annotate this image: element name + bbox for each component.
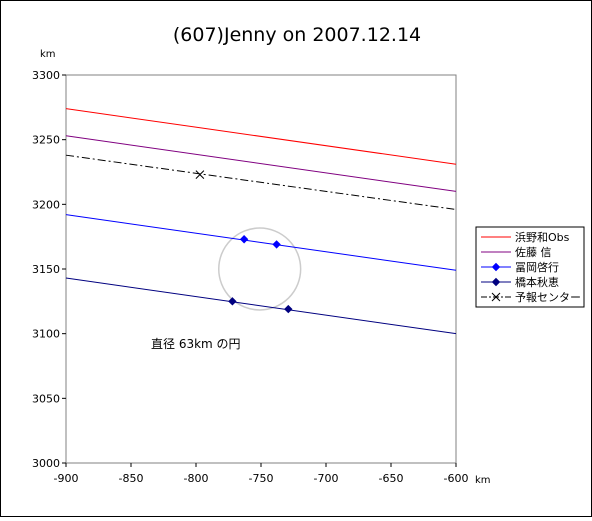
x-tick-label: -600 — [444, 472, 469, 485]
series-group — [65, 135, 457, 192]
diamond-marker — [272, 240, 281, 249]
diamond-marker — [239, 235, 249, 244]
size-circle-layer — [218, 227, 302, 311]
y-tick-label: 3200 — [32, 198, 60, 211]
x-tick-label: -800 — [184, 472, 209, 485]
diamond-marker — [491, 277, 501, 287]
series-line — [65, 214, 457, 271]
series-line — [65, 108, 457, 165]
legend-label: 予報センター — [515, 291, 581, 304]
series-line — [65, 277, 457, 335]
legend-label: 佐藤 信 — [515, 245, 552, 259]
series-group — [65, 154, 457, 211]
series-group — [65, 214, 457, 271]
series-line — [65, 135, 457, 192]
diamond-marker — [491, 262, 501, 272]
y-axis-unit: km — [40, 49, 56, 60]
series-layer — [65, 108, 457, 335]
x-marker — [491, 292, 501, 302]
y-tick-label: 3000 — [32, 457, 60, 470]
circle-annotation: 直径 63km の円 — [151, 337, 241, 351]
diamond-marker — [228, 297, 237, 306]
legend-label: 冨岡啓行 — [515, 260, 559, 274]
x-tick-label: -650 — [379, 472, 404, 485]
y-tick-label: 3300 — [32, 69, 60, 82]
x-marker — [195, 170, 205, 179]
tick-layer: -900 -850 -800 -750 -700 -650 -600 3000 3050 3100… — [32, 69, 468, 485]
plot-area — [65, 74, 457, 464]
y-tick-label: 3150 — [32, 263, 60, 276]
x-tick-label: -700 — [314, 472, 339, 485]
y-tick-label: 3250 — [32, 134, 60, 147]
legend-label: 橋本秋恵 — [515, 275, 559, 289]
series-group — [65, 108, 457, 165]
series-line — [65, 154, 457, 211]
x-tick-label: -850 — [119, 472, 144, 485]
x-tick-label: -900 — [54, 472, 79, 485]
x-axis-unit: km — [475, 475, 491, 486]
diamond-marker — [284, 304, 293, 314]
y-tick-label: 3050 — [32, 392, 60, 405]
chart-title: (607)Jenny on 2007.12.14 — [173, 24, 421, 46]
x-tick-label: -750 — [249, 472, 274, 485]
size-circle — [218, 227, 302, 311]
legend-label: 浜野和Obs — [515, 231, 570, 244]
y-tick-label: 3100 — [32, 328, 60, 341]
series-group — [65, 277, 457, 335]
